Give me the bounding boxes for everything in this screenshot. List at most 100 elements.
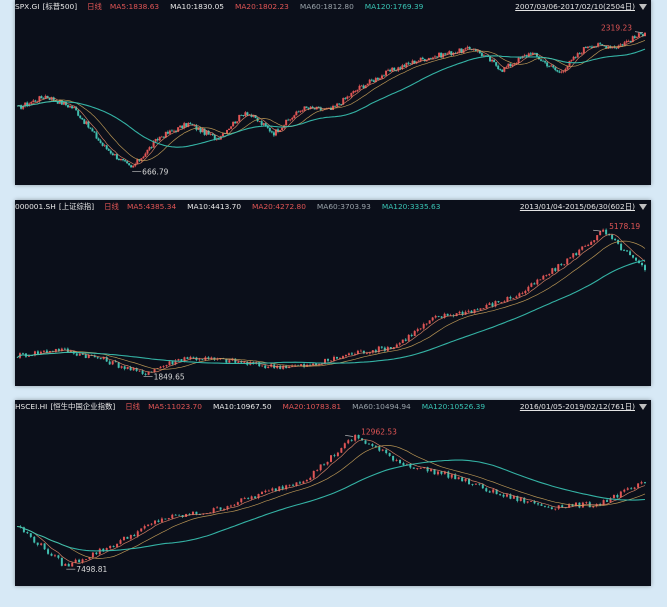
- candle-body: [164, 518, 167, 520]
- candle-body: [243, 362, 246, 363]
- date-range-link[interactable]: 2007/03/06-2017/02/10(2504日): [515, 2, 635, 11]
- candle-body: [298, 482, 301, 484]
- candle-body: [166, 131, 169, 134]
- candle-body: [174, 360, 177, 365]
- candle-body: [338, 358, 341, 359]
- candle-body: [527, 286, 530, 291]
- candle-body: [346, 96, 349, 99]
- dropdown-triangle-icon[interactable]: [639, 204, 647, 210]
- candle-body: [539, 279, 542, 281]
- candle-body: [440, 316, 443, 318]
- candle-body: [42, 350, 45, 352]
- candle-body: [43, 543, 46, 550]
- candle-body: [300, 364, 303, 366]
- candle-body: [365, 353, 368, 354]
- candle-body: [299, 110, 302, 112]
- candle-body: [485, 304, 488, 309]
- candle-body: [178, 514, 181, 516]
- candle-body: [91, 128, 94, 132]
- candle-body: [334, 105, 337, 107]
- candle-body: [387, 69, 390, 71]
- ma10-readout: MA10:4413.70: [187, 202, 242, 211]
- ma120-readout: MA120:3335.63: [381, 202, 441, 211]
- candle-body: [74, 559, 77, 563]
- candle-body: [305, 479, 308, 482]
- candle-body: [399, 460, 402, 464]
- candle-body: [144, 373, 147, 375]
- candle-body: [264, 123, 267, 126]
- candle-body: [153, 368, 156, 373]
- candle-body: [444, 53, 447, 55]
- candle-body: [93, 131, 96, 133]
- candle-body: [637, 33, 640, 38]
- candle-body: [212, 508, 215, 513]
- moving-average-line: [16, 233, 646, 373]
- candle-body: [637, 483, 640, 488]
- candle-body: [136, 531, 139, 537]
- candle-body: [81, 353, 84, 355]
- candle-body: [556, 70, 559, 72]
- candle-body: [96, 357, 99, 359]
- candle-body: [144, 153, 147, 157]
- candle-body: [147, 371, 150, 375]
- candle-body: [601, 44, 604, 46]
- candle-body: [516, 495, 519, 501]
- candle-body: [45, 350, 48, 353]
- candle-body: [52, 97, 55, 101]
- candle-body: [348, 96, 351, 98]
- candle-body: [585, 502, 588, 504]
- candle-body: [501, 69, 504, 72]
- candle-body: [312, 470, 315, 478]
- candle-body: [271, 488, 274, 491]
- candle-body: [234, 121, 237, 124]
- candle-body: [62, 102, 65, 105]
- dropdown-triangle-icon[interactable]: [639, 404, 647, 410]
- candle-body: [560, 264, 563, 265]
- candle-body: [207, 130, 210, 135]
- candle-body: [545, 275, 548, 276]
- candle-body: [446, 53, 449, 55]
- candle-body: [629, 251, 632, 256]
- candle-body: [114, 361, 117, 363]
- candle-body: [116, 543, 119, 547]
- high-value-label: 2319.23: [601, 24, 632, 33]
- candle-body: [580, 53, 583, 55]
- candle-body: [186, 357, 189, 359]
- date-range-link[interactable]: 2016/01/05-2019/02/12(761日): [519, 402, 635, 411]
- candle-body: [244, 112, 247, 116]
- candle-body: [554, 508, 557, 510]
- high-pointer: [345, 435, 354, 437]
- candle-body: [443, 471, 446, 474]
- candle-body: [247, 498, 250, 499]
- candle-body: [108, 361, 111, 365]
- candle-body: [318, 364, 321, 365]
- date-range-link[interactable]: 2013/01/04-2015/06/30(602日): [519, 202, 635, 211]
- high-pointer: [593, 229, 602, 232]
- candle-body: [529, 53, 532, 55]
- candle-body: [142, 156, 145, 159]
- index-name: [上证综指]: [58, 202, 95, 211]
- candle-body: [524, 290, 527, 294]
- candle-body: [392, 455, 395, 461]
- candles: [18, 32, 646, 168]
- candle-body: [252, 115, 255, 117]
- candle-body: [509, 296, 512, 299]
- candle-body: [160, 136, 163, 138]
- candle-body: [238, 114, 241, 122]
- candle-body: [192, 356, 195, 358]
- candle-body: [240, 498, 243, 503]
- candle-body: [586, 46, 589, 49]
- candle-body: [46, 95, 49, 98]
- ma5-readout: MA5:4385.34: [126, 202, 177, 211]
- dropdown-triangle-icon[interactable]: [639, 4, 647, 10]
- candle-body: [38, 96, 41, 102]
- candle-body: [484, 55, 487, 57]
- candle-body: [416, 468, 419, 469]
- candle-body: [599, 231, 602, 236]
- candle-body: [562, 71, 565, 73]
- candle-body: [315, 363, 318, 365]
- candle-body: [564, 69, 567, 72]
- candle-body: [413, 60, 416, 64]
- candle-body: [425, 60, 428, 62]
- candle-body: [385, 449, 388, 454]
